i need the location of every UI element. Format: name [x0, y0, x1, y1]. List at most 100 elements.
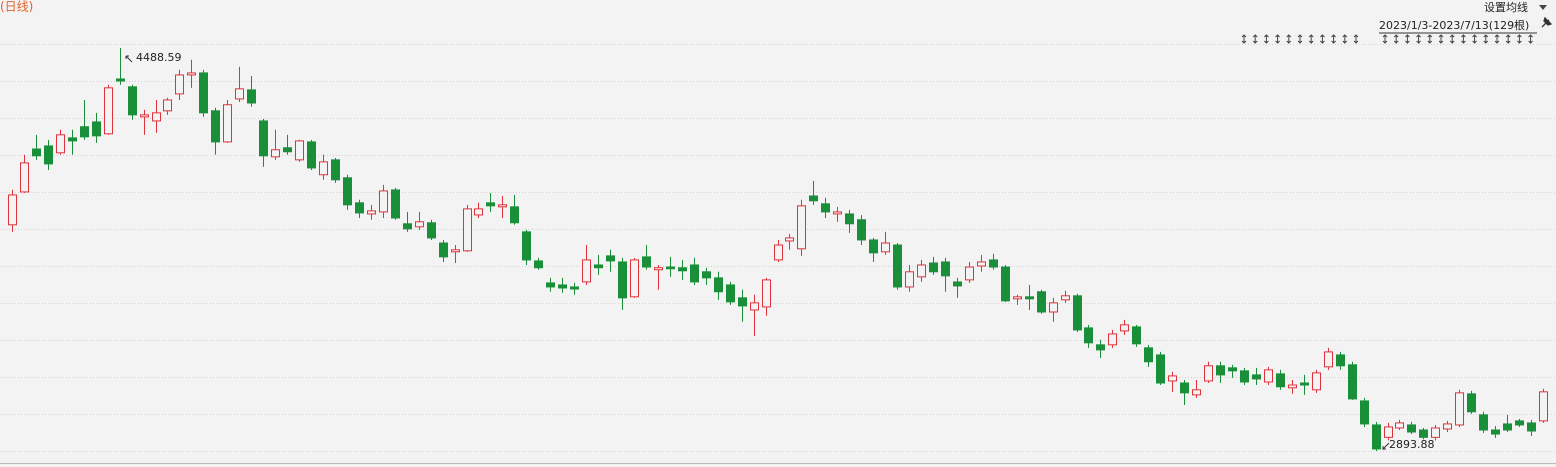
body-down: [726, 284, 735, 303]
body-up: [1384, 426, 1393, 438]
pin-icon[interactable]: [1541, 16, 1553, 28]
body-down: [1084, 327, 1093, 344]
body-down: [1216, 365, 1225, 376]
body-down: [283, 147, 292, 153]
body-up: [1108, 333, 1117, 346]
body-up: [104, 87, 113, 135]
body-down: [558, 284, 567, 289]
dropdown-arrow[interactable]: [1539, 5, 1547, 10]
zoom-icon: [1382, 34, 1388, 44]
body-down: [1491, 429, 1500, 435]
body-up: [1539, 391, 1548, 422]
ma-setting[interactable]: 设置均线: [1484, 0, 1528, 14]
body-up: [415, 221, 424, 228]
body-up: [905, 271, 914, 288]
body-up: [319, 161, 328, 176]
body-up: [797, 205, 806, 250]
body-down: [211, 110, 220, 143]
annotation-arrow: [125, 55, 133, 63]
zoom-icon: [1472, 34, 1477, 44]
body-down: [941, 261, 950, 277]
zoom-icon: [1297, 34, 1303, 44]
body-down: [738, 297, 747, 307]
body-down: [1300, 382, 1309, 386]
body-up: [175, 74, 184, 95]
zoom-icon: [1331, 34, 1336, 44]
body-down: [606, 255, 615, 262]
body-up: [187, 72, 196, 76]
body-down: [929, 262, 938, 273]
body-up: [833, 211, 842, 215]
zoom-icon: [1252, 34, 1258, 44]
body-up: [762, 279, 771, 308]
body-down: [1228, 367, 1237, 372]
body-up: [1013, 296, 1022, 300]
body-up: [152, 112, 161, 122]
zoom-icon: [1405, 34, 1410, 44]
low-annotation: 2893.88: [1389, 438, 1435, 451]
body-up: [582, 259, 591, 283]
body-up: [1061, 295, 1070, 301]
period-label: (日线): [0, 0, 33, 14]
body-up: [785, 237, 794, 242]
body-down: [355, 202, 364, 214]
body-down: [857, 219, 866, 241]
body-up: [881, 242, 890, 253]
body-down: [307, 141, 316, 169]
zoom-icon: [1517, 34, 1522, 44]
zoom-icon: [1264, 34, 1269, 44]
zoom-icon: [1342, 34, 1348, 44]
body-up: [1324, 351, 1333, 368]
body-up: [654, 267, 663, 271]
body-down: [1360, 400, 1369, 425]
body-down: [1073, 295, 1082, 331]
body-up: [1431, 427, 1440, 438]
body-down: [128, 86, 137, 116]
body-down: [666, 266, 675, 270]
body-down: [343, 177, 352, 206]
body-up: [56, 134, 65, 154]
body-down: [1025, 296, 1034, 300]
body-up: [163, 99, 172, 112]
body-up: [463, 208, 472, 252]
body-down: [1096, 344, 1105, 351]
body-down: [403, 223, 412, 230]
candles: 4488.59 2893.88: [8, 48, 1548, 451]
body-down: [809, 195, 818, 202]
body-up: [367, 210, 376, 215]
body-up: [1192, 389, 1201, 396]
body-down: [821, 203, 830, 213]
body-down: [989, 259, 998, 268]
body-up: [498, 204, 507, 208]
body-up: [1455, 392, 1464, 426]
body-down: [1144, 347, 1153, 363]
body-up: [1204, 365, 1213, 382]
range-label: 2023/1/3-2023/7/13(129根): [1379, 18, 1529, 32]
body-down: [1336, 354, 1345, 367]
body-up: [20, 162, 29, 193]
body-up: [223, 104, 232, 143]
zoom-icons: [1241, 34, 1533, 44]
body-up: [474, 208, 483, 216]
body-up: [1120, 324, 1129, 332]
body-down: [1276, 373, 1285, 388]
body-down: [486, 202, 495, 207]
body-down: [678, 267, 687, 272]
body-up: [235, 88, 244, 100]
annotation-arrow: [1382, 442, 1390, 451]
body-down: [44, 145, 53, 165]
body-up: [140, 114, 149, 118]
body-down: [642, 256, 651, 268]
body-down: [570, 286, 579, 290]
body-down: [594, 264, 603, 269]
body-up: [1168, 375, 1177, 382]
body-down: [893, 244, 902, 288]
zoom-icon: [1416, 34, 1421, 44]
body-down: [1180, 382, 1189, 394]
body-down: [702, 271, 711, 279]
body-down: [522, 231, 531, 261]
body-up: [1395, 422, 1404, 429]
body-down: [116, 78, 125, 82]
body-down: [1037, 291, 1046, 313]
